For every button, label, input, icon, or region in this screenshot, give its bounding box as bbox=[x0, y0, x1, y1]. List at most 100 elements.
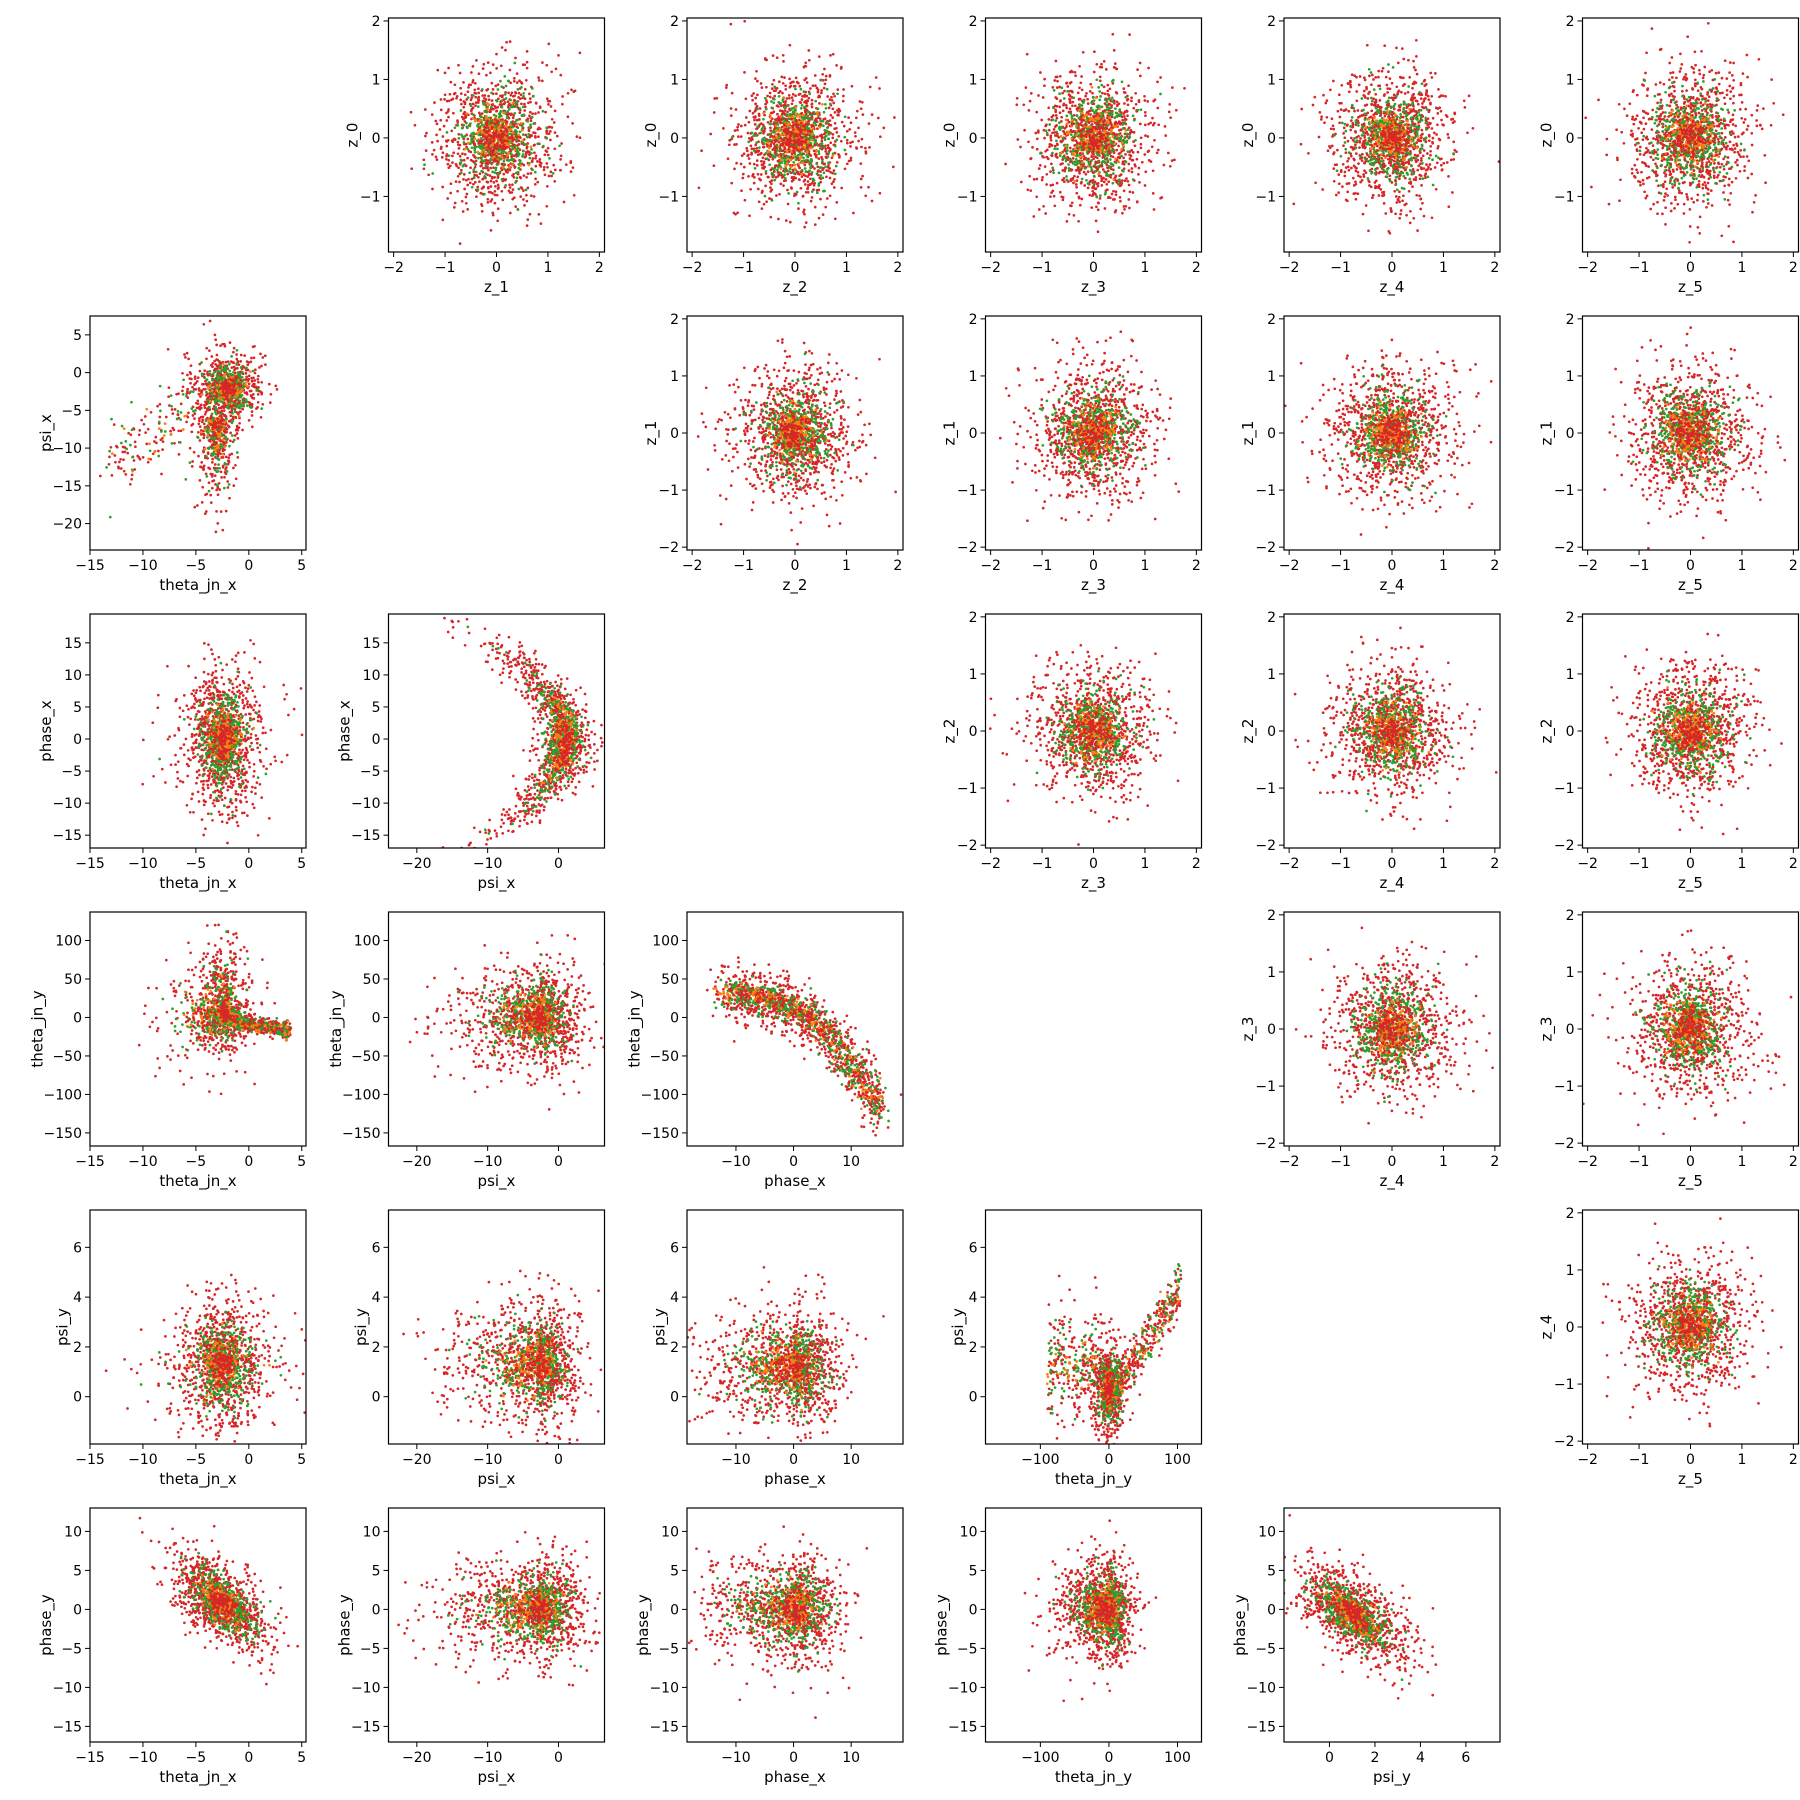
scatter-point bbox=[463, 187, 466, 191]
scatter-point bbox=[835, 64, 838, 67]
scatter-point bbox=[826, 166, 830, 169]
scatter-point bbox=[1094, 219, 1098, 223]
scatter-point bbox=[1137, 166, 1141, 170]
scatter-point bbox=[794, 133, 797, 137]
scatter-point bbox=[800, 98, 804, 101]
scatter-point bbox=[783, 177, 787, 180]
scatter-point bbox=[1400, 47, 1404, 50]
scatter-point bbox=[807, 173, 811, 176]
scatter-points bbox=[409, 40, 582, 245]
scatter-point bbox=[1114, 111, 1118, 115]
scatter-point bbox=[774, 129, 778, 132]
scatter-point bbox=[571, 166, 575, 169]
scatter-point bbox=[410, 167, 414, 171]
scatter-point bbox=[473, 148, 477, 152]
scatter-point bbox=[1047, 106, 1051, 110]
scatter-point bbox=[1039, 152, 1042, 155]
scatter-point bbox=[538, 106, 542, 110]
scatter-point bbox=[788, 130, 791, 134]
scatter-point bbox=[1063, 132, 1067, 136]
scatter-point bbox=[836, 113, 839, 117]
scatter-point bbox=[1075, 185, 1078, 189]
scatter-point bbox=[525, 146, 529, 150]
scatter-point bbox=[545, 184, 549, 188]
scatter-point bbox=[1083, 184, 1087, 187]
scatter-point bbox=[545, 162, 549, 165]
scatter-point bbox=[1060, 126, 1064, 129]
scatter-point bbox=[831, 154, 835, 157]
scatter-point bbox=[742, 152, 746, 156]
scatter-point bbox=[541, 109, 545, 113]
scatter-point bbox=[771, 157, 775, 161]
scatter-point bbox=[792, 143, 796, 146]
scatter-point bbox=[553, 109, 557, 113]
scatter-point bbox=[766, 120, 770, 124]
scatter-point bbox=[1128, 33, 1131, 36]
scatter-point bbox=[481, 177, 484, 181]
scatter-point bbox=[460, 115, 464, 119]
scatter-point bbox=[1138, 181, 1141, 184]
scatter-point bbox=[831, 116, 835, 119]
scatter-point bbox=[773, 94, 777, 98]
scatter-point bbox=[1136, 150, 1140, 154]
scatter-point bbox=[798, 126, 802, 130]
scatter-point bbox=[1104, 154, 1107, 157]
scatter-point bbox=[1138, 122, 1142, 126]
scatter-point bbox=[1123, 118, 1127, 121]
scatter-point bbox=[788, 220, 792, 224]
scatter-point bbox=[806, 141, 810, 144]
scatter-point bbox=[459, 86, 462, 90]
scatter-point bbox=[1134, 164, 1137, 168]
scatter-point bbox=[485, 148, 489, 152]
scatter-point bbox=[504, 48, 507, 52]
scatter-point bbox=[494, 184, 497, 188]
scatter-point bbox=[729, 22, 733, 26]
scatter-point bbox=[509, 149, 513, 153]
scatter-point bbox=[507, 125, 511, 129]
scatter-point bbox=[459, 158, 463, 162]
scatter-point bbox=[1168, 103, 1172, 106]
scatter-point bbox=[859, 177, 863, 181]
scatter-point bbox=[822, 189, 825, 193]
scatter-point bbox=[1019, 145, 1022, 149]
scatter-point bbox=[743, 123, 747, 127]
scatter-point bbox=[422, 167, 426, 171]
scatter-point bbox=[1055, 181, 1059, 185]
scatter-point bbox=[1092, 191, 1096, 195]
scatter-point bbox=[546, 153, 550, 157]
scatter-point bbox=[1104, 110, 1108, 114]
scatter-point bbox=[466, 156, 469, 160]
scatter-point bbox=[1122, 169, 1125, 173]
scatter-point bbox=[878, 87, 881, 90]
scatter-point bbox=[775, 136, 779, 139]
scatter-point bbox=[1051, 166, 1055, 170]
scatter-point bbox=[1071, 104, 1074, 108]
scatter-point bbox=[1054, 153, 1058, 157]
scatter-point bbox=[487, 94, 490, 98]
scatter-point bbox=[442, 124, 446, 128]
scatter-point bbox=[1134, 102, 1138, 106]
scatter-point bbox=[816, 170, 820, 173]
scatter-point bbox=[826, 155, 830, 158]
scatter-point bbox=[1086, 170, 1090, 174]
scatter-point bbox=[786, 157, 790, 161]
scatter-point bbox=[504, 91, 507, 94]
scatter-point bbox=[803, 100, 806, 104]
scatter-point bbox=[782, 60, 785, 63]
scatter-point bbox=[457, 147, 461, 150]
scatter-point bbox=[852, 211, 855, 215]
scatter-point bbox=[808, 169, 811, 173]
scatter-point bbox=[508, 68, 512, 72]
scatter-point bbox=[474, 104, 477, 107]
scatter-point bbox=[1143, 153, 1147, 156]
scatter-point bbox=[499, 157, 503, 161]
scatter-point bbox=[817, 157, 821, 160]
scatter-point bbox=[1078, 155, 1082, 159]
scatter-point bbox=[1122, 189, 1126, 193]
scatter-point bbox=[438, 128, 442, 131]
scatter-point bbox=[1337, 93, 1341, 97]
scatter-point bbox=[876, 116, 880, 120]
scatter-point bbox=[1091, 96, 1095, 99]
scatter-point bbox=[824, 106, 828, 110]
scatter-point bbox=[504, 145, 508, 149]
